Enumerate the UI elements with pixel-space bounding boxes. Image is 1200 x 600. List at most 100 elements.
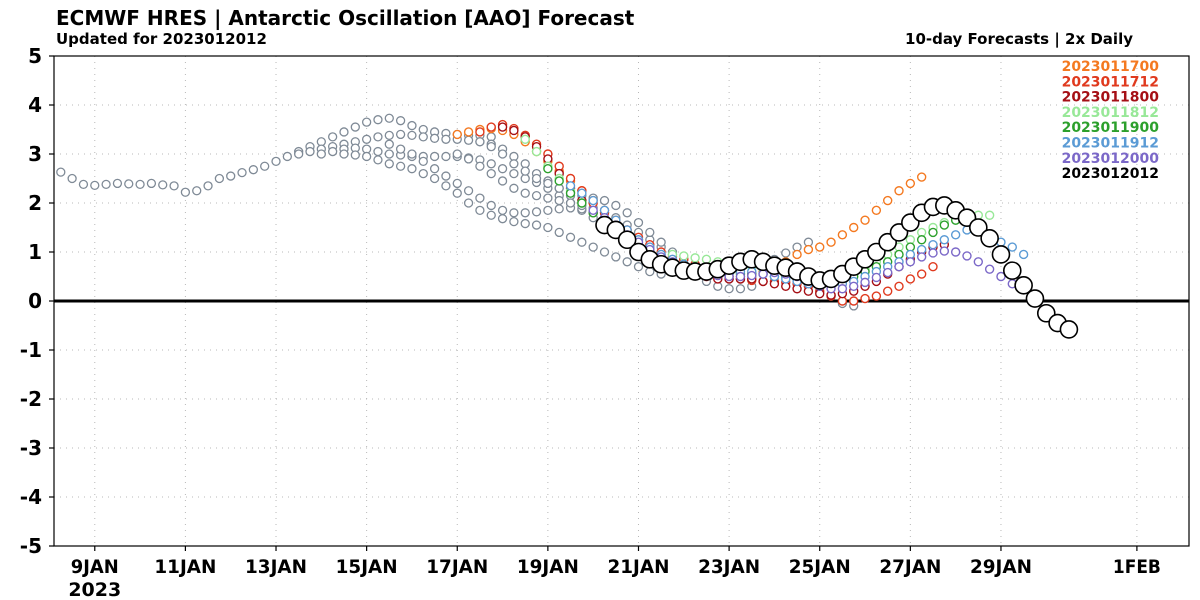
- point-2023011712: [905, 274, 916, 284]
- background-point: [577, 237, 587, 247]
- point-2023011712: [486, 122, 496, 132]
- point-2023012000: [747, 270, 757, 281]
- point-2023011912: [588, 195, 598, 206]
- background-point: [520, 188, 530, 198]
- background-point: [611, 252, 621, 262]
- x-tick-label: 15JAN: [336, 556, 398, 578]
- background-point: [339, 127, 349, 137]
- background-point: [271, 156, 281, 167]
- point-2023011700: [826, 237, 836, 247]
- point-2023011712: [894, 281, 904, 291]
- background-point: [78, 179, 89, 190]
- background-point: [260, 161, 270, 171]
- legend-entry: 2023012000: [1062, 151, 1160, 167]
- point-2023011912: [1007, 242, 1017, 252]
- point-2023012000: [588, 205, 598, 216]
- background-point: [373, 115, 383, 125]
- point-2023012000: [996, 271, 1006, 282]
- background-point: [475, 137, 485, 147]
- background-point: [497, 149, 508, 159]
- point-2023011912: [939, 235, 950, 245]
- background-point: [565, 232, 576, 242]
- background-point: [486, 210, 496, 220]
- y-tick-label: -2: [20, 387, 42, 411]
- background-point: [395, 116, 406, 126]
- background-point: [214, 173, 225, 184]
- x-tick-label: 13JAN: [245, 556, 307, 578]
- point-2023012000: [928, 248, 938, 258]
- background-point: [373, 155, 383, 165]
- x-tick-label: 11JAN: [154, 556, 216, 578]
- point-2023011912: [928, 239, 938, 250]
- background-point: [407, 130, 417, 141]
- background-point: [384, 130, 394, 141]
- forecast-series: [452, 119, 1079, 339]
- point-2023011912: [565, 181, 576, 191]
- background-point: [395, 161, 406, 171]
- legend-entry: 2023011800: [1062, 90, 1160, 106]
- point-2023012000: [962, 251, 972, 261]
- background-point: [384, 139, 394, 149]
- background-point: [361, 134, 372, 144]
- background-point: [486, 159, 496, 169]
- background-point: [645, 266, 655, 277]
- background-point: [418, 132, 428, 142]
- background-point: [316, 149, 326, 159]
- legend-entry: 2023011700: [1062, 59, 1160, 75]
- background-point: [361, 151, 372, 162]
- background-point: [543, 222, 553, 233]
- background-point: [56, 167, 66, 177]
- y-tick-label: 5: [28, 44, 42, 68]
- background-point: [248, 165, 259, 175]
- y-tick-label: -3: [20, 436, 42, 460]
- background-point: [633, 262, 644, 272]
- background-point: [418, 156, 428, 167]
- background-point: [475, 193, 485, 203]
- point-2023012000: [758, 269, 768, 279]
- point-2023012000: [894, 262, 904, 272]
- point-2023012000: [984, 264, 995, 274]
- background-point: [554, 195, 564, 206]
- background-point: [486, 200, 496, 211]
- background-point: [531, 220, 542, 230]
- chart-title: ECMWF HRES | Antarctic Oscillation [AAO]…: [56, 6, 635, 30]
- point-2023011812: [520, 134, 530, 145]
- point-2023011912: [1018, 249, 1029, 260]
- background-point: [531, 173, 542, 184]
- background-point: [180, 187, 191, 197]
- background-point: [361, 117, 372, 127]
- point-2023011700: [463, 127, 474, 137]
- background-point: [543, 178, 553, 189]
- point-2023011812: [984, 210, 995, 220]
- background-point: [282, 151, 292, 162]
- background-point: [645, 227, 655, 238]
- chart-info: 10-day Forecasts | 2x Daily: [905, 30, 1133, 49]
- point-2023011712: [871, 291, 882, 301]
- background-point: [531, 207, 542, 217]
- background-point: [339, 149, 349, 159]
- background-point: [781, 248, 791, 258]
- point-2023011912: [577, 188, 587, 198]
- point-2023011812: [701, 254, 712, 265]
- x-tick-label: 19JAN: [517, 556, 579, 578]
- background-point: [407, 164, 417, 174]
- point-2023011900: [543, 163, 553, 174]
- background-point: [599, 195, 610, 206]
- background-point: [441, 151, 451, 162]
- x-tick-label: 1FEB: [1113, 556, 1161, 578]
- background-point: [203, 181, 213, 191]
- background-point: [429, 164, 440, 174]
- point-2023011712: [916, 269, 927, 279]
- point-2023011700: [882, 195, 893, 206]
- x-tick-label: 25JAN: [789, 556, 851, 578]
- background-point: [735, 284, 746, 294]
- background-point: [294, 149, 304, 159]
- point-2023011900: [577, 198, 587, 208]
- x-tick-label: 27JAN: [879, 556, 941, 578]
- point-2023011712: [928, 262, 938, 272]
- point-2023012000: [871, 272, 882, 283]
- background-point: [350, 122, 360, 132]
- background-point: [588, 242, 598, 252]
- point-2023012000: [735, 271, 746, 282]
